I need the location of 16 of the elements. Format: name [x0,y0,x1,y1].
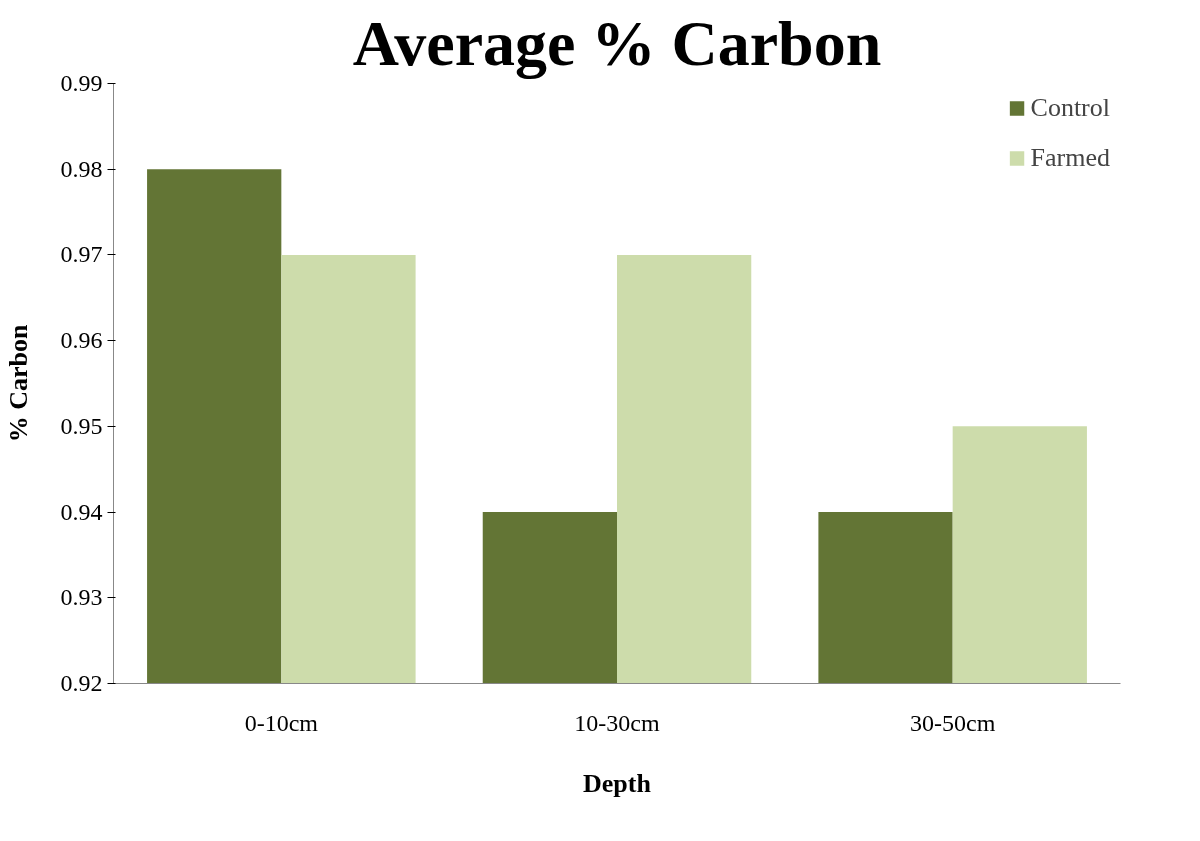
x-tick-label: 30-50cm [910,709,996,736]
y-tick-label: 0.92 [60,670,103,696]
chart-title: Average % Carbon [352,7,882,79]
y-axis-title: % Carbon [3,324,33,443]
y-tick-label: 0.97 [60,241,103,268]
y-tick-label: 0.95 [60,412,103,439]
y-tick-label: 0.94 [60,498,103,525]
legend-label: Farmed [1030,143,1110,173]
y-tick-label: 0.96 [60,327,103,354]
y-tick-label: 0.99 [60,70,103,96]
y-tick-label: 0.93 [60,584,103,611]
legend-label: Control [1030,93,1110,123]
x-tick-label: 10-30cm [574,709,660,736]
x-tick-label: 0-10cm [244,709,319,736]
x-axis-title: Depth [583,768,652,798]
y-tick-label: 0.98 [60,155,103,182]
